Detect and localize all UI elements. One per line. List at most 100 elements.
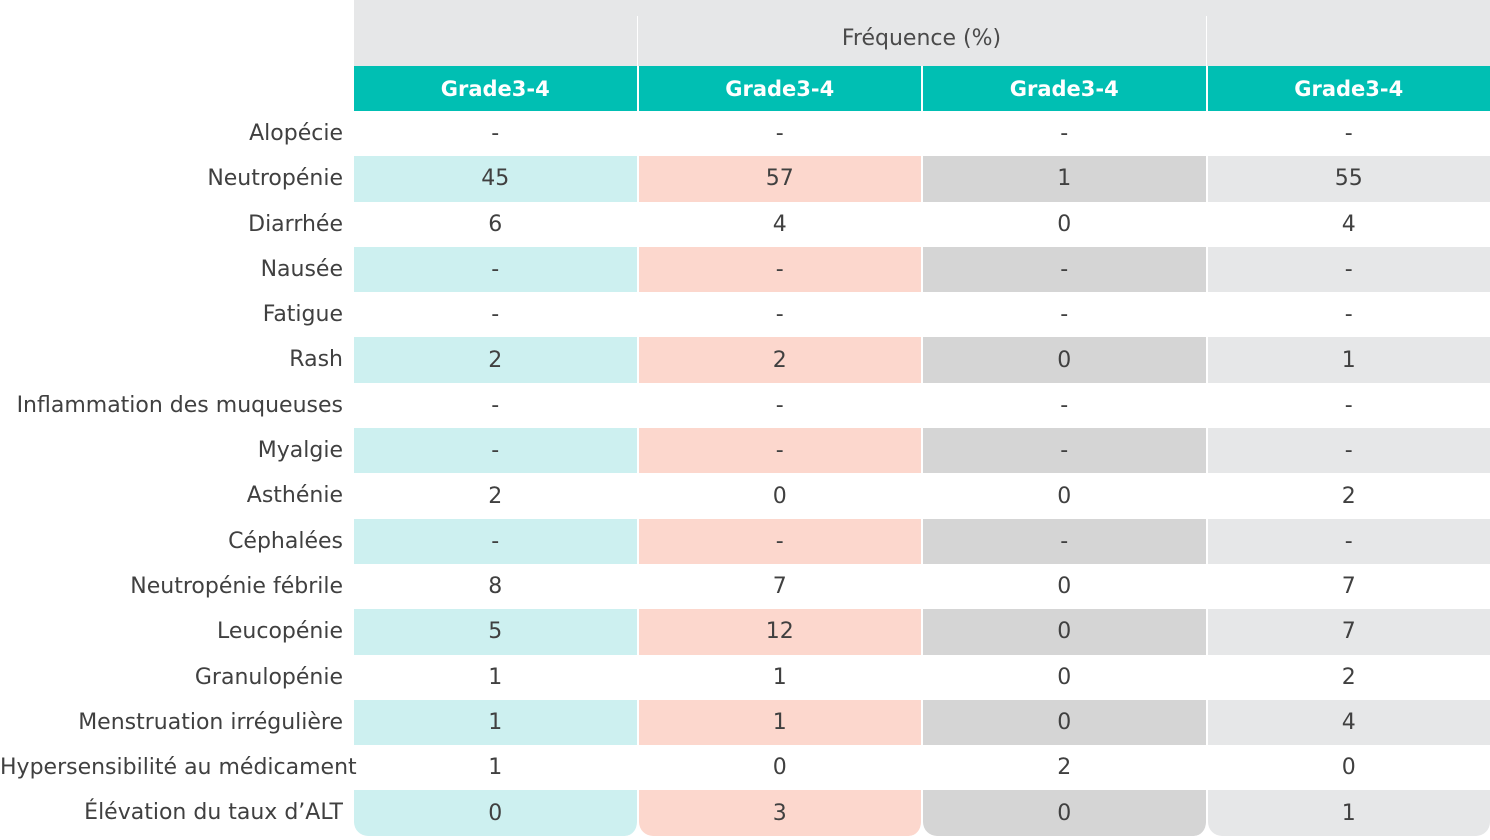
table-row: Nausée - - - - bbox=[0, 246, 1490, 293]
column-header: Grade3-4 bbox=[354, 66, 639, 111]
table-cell: - bbox=[923, 246, 1208, 293]
table-cell: - bbox=[354, 428, 639, 474]
table-cell: - bbox=[638, 518, 923, 564]
row-label: Menstruation irrégulière bbox=[78, 709, 343, 735]
table-cell: 2 bbox=[638, 337, 923, 383]
table-cell: - bbox=[354, 246, 639, 293]
table-cell: 0 bbox=[1341, 755, 1356, 781]
table-row: Myalgie - - - - bbox=[0, 428, 1490, 474]
table-row: Granulopénie 1 1 0 2 bbox=[0, 654, 1490, 700]
group-header-band bbox=[354, 0, 1490, 66]
table-cell: - bbox=[1344, 121, 1353, 147]
table-cell: 55 bbox=[1207, 156, 1490, 202]
table-cell: 2 bbox=[354, 473, 639, 519]
row-label: Fatigue bbox=[262, 302, 343, 328]
row-label: Myalgie bbox=[257, 438, 343, 464]
row-label: Granulopénie bbox=[194, 664, 343, 690]
table-cell: - bbox=[354, 382, 639, 429]
column-header: Grade3-4 bbox=[923, 66, 1208, 111]
table-cell: 0 bbox=[354, 790, 639, 836]
column-header: Grade3-4 bbox=[1207, 66, 1490, 111]
table-cell: - bbox=[923, 518, 1208, 564]
table-row: Élévation du taux d’ALT 0 3 0 1 bbox=[0, 790, 1490, 836]
table-cell: 0 bbox=[923, 473, 1208, 519]
table-cell: - bbox=[1207, 518, 1490, 564]
table-cell: 3 bbox=[638, 790, 923, 836]
table-cell: 7 bbox=[639, 563, 923, 610]
header-divider bbox=[637, 16, 638, 66]
row-label: Élévation du taux d’ALT bbox=[84, 800, 343, 826]
row-label: Neutropénie fébrile bbox=[130, 573, 343, 599]
column-header: Grade3-4 bbox=[638, 66, 923, 111]
table-cell: 45 bbox=[354, 156, 639, 202]
table-row: Inflammation des muqueuses - - - - bbox=[0, 382, 1490, 429]
table-cell: 5 bbox=[354, 609, 639, 655]
table-body: Alopécie - - - - Neutropénie 45 57 1 55 Diarrhée 6 4… bbox=[0, 111, 1490, 836]
table-cell: - bbox=[638, 428, 923, 474]
table-cell: 0 bbox=[923, 609, 1208, 655]
table-cell: - bbox=[923, 382, 1208, 429]
row-label: Nausée bbox=[260, 256, 343, 282]
table-cell: 0 bbox=[923, 790, 1208, 836]
table-cell: 1 bbox=[639, 654, 923, 700]
table-cell: 0 bbox=[639, 745, 923, 791]
table-row: Rash 2 2 0 1 bbox=[0, 337, 1490, 383]
table-cell: - bbox=[923, 111, 1208, 157]
table-row: Menstruation irrégulière 1 1 0 4 bbox=[0, 699, 1490, 746]
table-cell: 1 bbox=[354, 699, 639, 746]
table-row: Neutropénie fébrile 8 7 0 7 bbox=[0, 563, 1490, 610]
table-cell: - bbox=[923, 292, 1208, 338]
table-cell: 2 bbox=[923, 745, 1208, 791]
table-cell: - bbox=[1207, 246, 1490, 293]
table-cell: 0 bbox=[923, 201, 1208, 247]
table-row: Fatigue - - - - bbox=[0, 292, 1490, 338]
table-cell: 4 bbox=[1341, 211, 1356, 237]
table-cell: 1 bbox=[1207, 790, 1490, 836]
table-cell: 1 bbox=[354, 654, 639, 700]
table-cell: 4 bbox=[639, 201, 923, 247]
table-cell: 0 bbox=[923, 563, 1208, 610]
table-cell: 2 bbox=[1341, 483, 1356, 509]
column-header-row: Grade3-4 Grade3-4 Grade3-4 Grade3-4 bbox=[354, 66, 1490, 111]
table-cell: 1 bbox=[1207, 337, 1490, 383]
table-row: Diarrhée 6 4 0 4 bbox=[0, 201, 1490, 247]
row-label: Alopécie bbox=[249, 121, 343, 146]
table-cell: - bbox=[923, 428, 1208, 474]
table-cell: - bbox=[639, 382, 923, 429]
table-cell: - bbox=[1344, 302, 1353, 328]
table-cell: - bbox=[1344, 392, 1353, 418]
table-cell: 0 bbox=[923, 699, 1208, 746]
table-cell: 57 bbox=[638, 156, 923, 202]
row-label: Asthénie bbox=[246, 483, 343, 509]
table-cell: - bbox=[638, 246, 923, 293]
table-row: Neutropénie 45 57 1 55 bbox=[0, 156, 1490, 202]
table-cell: 6 bbox=[354, 201, 639, 247]
row-label: Diarrhée bbox=[248, 211, 343, 237]
row-label: Céphalées bbox=[228, 528, 343, 554]
table-cell: 1 bbox=[923, 156, 1208, 202]
table-cell: 2 bbox=[1341, 664, 1356, 690]
table-cell: 0 bbox=[923, 337, 1208, 383]
row-label: Inflammation des muqueuses bbox=[16, 392, 343, 418]
table-cell: - bbox=[639, 111, 923, 157]
row-label: Rash bbox=[289, 347, 343, 373]
table-cell: - bbox=[354, 292, 639, 338]
table-cell: 8 bbox=[354, 563, 639, 610]
table-row: Leucopénie 5 12 0 7 bbox=[0, 609, 1490, 655]
table-cell: 0 bbox=[923, 654, 1208, 700]
table-row: Asthénie 2 0 0 2 bbox=[0, 473, 1490, 519]
table-cell: 1 bbox=[354, 745, 639, 791]
table-cell: 12 bbox=[638, 609, 923, 655]
table-row: Alopécie - - - - bbox=[0, 111, 1490, 157]
table-cell: - bbox=[354, 111, 639, 157]
table-cell: 4 bbox=[1207, 699, 1490, 746]
group-header-title: Fréquence (%) bbox=[841, 26, 1002, 51]
row-label: Leucopénie bbox=[217, 619, 343, 645]
table-row: Hypersensibilité au médicament 1 0 2 0 bbox=[0, 745, 1490, 791]
table-cell: 0 bbox=[639, 473, 923, 519]
table-row: Céphalées - - - - bbox=[0, 518, 1490, 564]
table-cell: 7 bbox=[1341, 574, 1356, 600]
table-cell: 2 bbox=[354, 337, 639, 383]
table-cell: - bbox=[639, 292, 923, 338]
row-label: Hypersensibilité au médicament bbox=[0, 755, 357, 781]
